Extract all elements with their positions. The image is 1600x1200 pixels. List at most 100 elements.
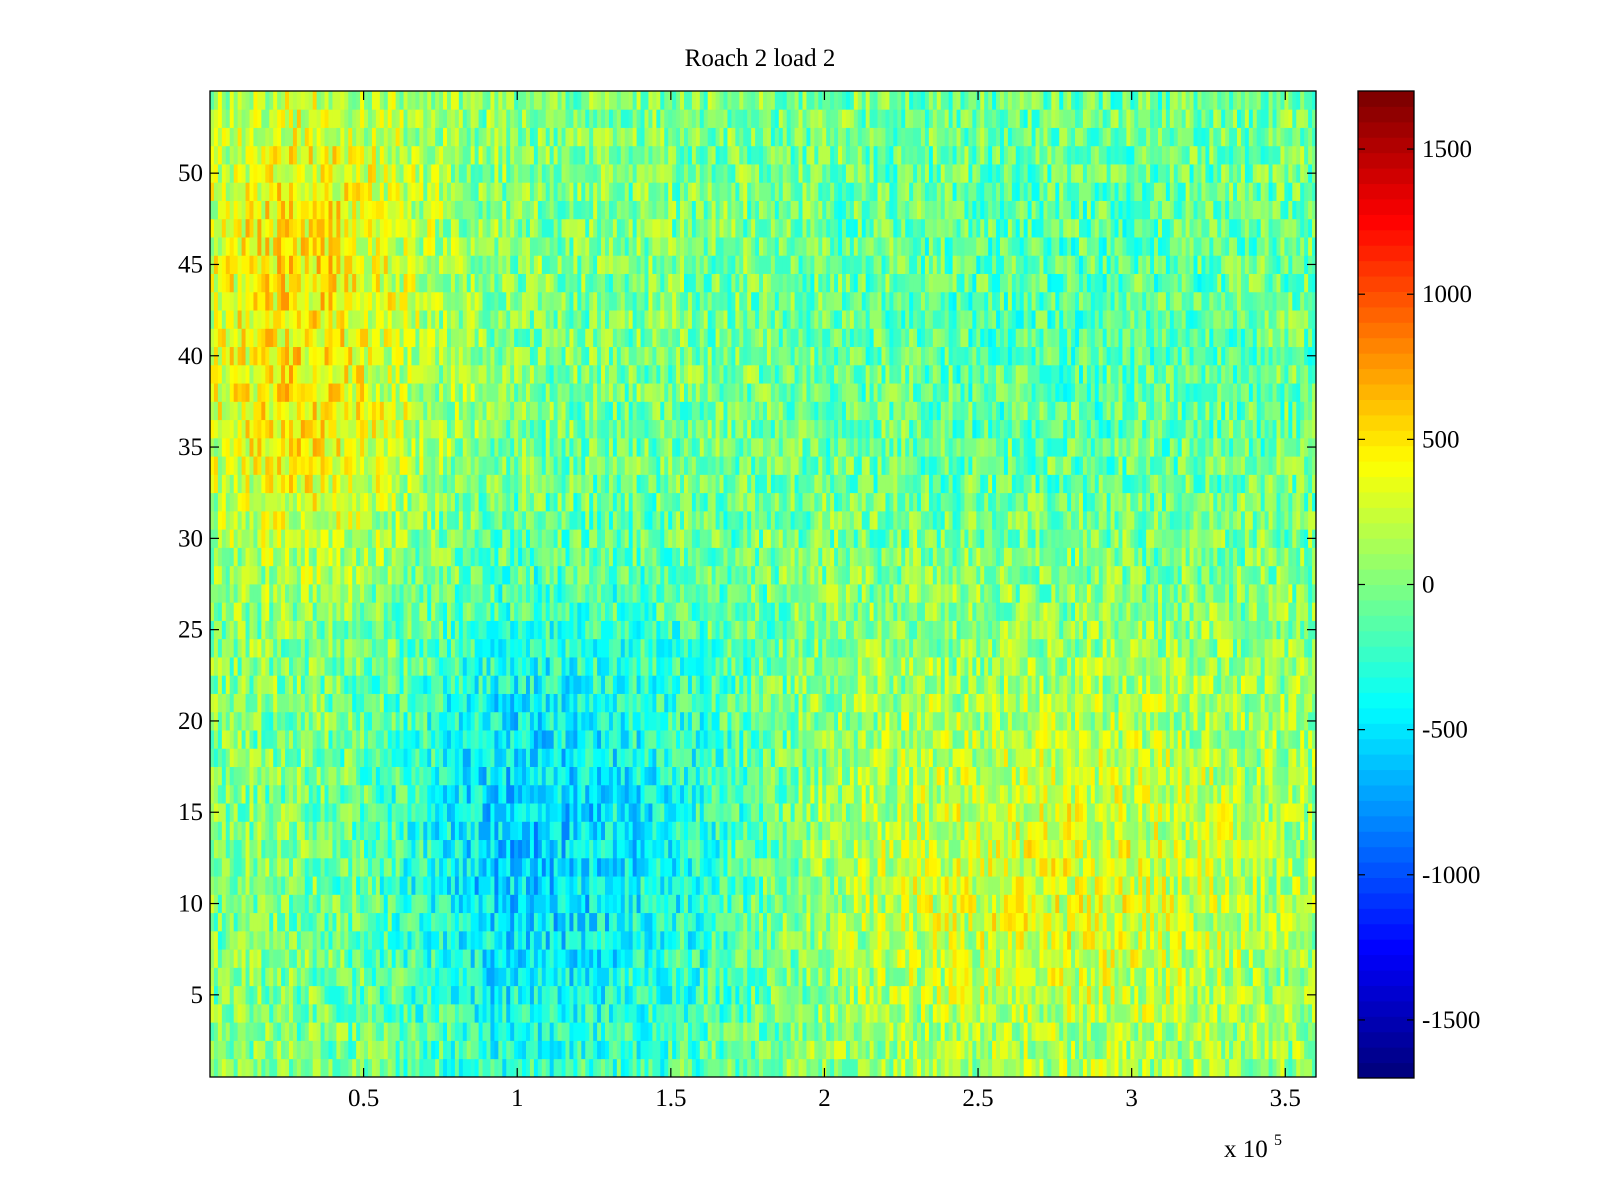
heatmap-cell [541,766,547,786]
heatmap-cell [1288,857,1293,877]
heatmap-cell [1071,1022,1076,1041]
heatmap-cell [680,766,685,786]
heatmap-cell [1304,894,1309,914]
heatmap-cell [1177,1022,1183,1041]
heatmap-cell [869,748,874,767]
heatmap-cell [616,967,622,987]
heatmap-cell [909,1058,914,1078]
heatmap-cell [877,839,882,859]
heatmap-cell [1177,1040,1183,1060]
heatmap-cell [770,894,776,914]
heatmap-cell [466,784,472,804]
heatmap-cell [332,912,337,932]
heatmap-cell [731,766,736,786]
heatmap-cell [304,784,310,804]
heatmap-cell [873,748,878,767]
heatmap-cell [648,784,653,804]
heatmap-cell [834,894,839,914]
heatmap-cell [371,748,377,767]
heatmap-cell [976,1003,981,1023]
heatmap-cell [324,784,329,804]
heatmap-cell [1284,949,1289,968]
heatmap-cell [612,985,618,1005]
heatmap-cell [1169,821,1175,841]
heatmap-cell [1197,985,1202,1005]
heatmap-cell [984,784,989,804]
heatmap-cell [1240,821,1246,841]
heatmap-cell [1284,803,1289,822]
heatmap-cell [960,748,965,767]
heatmap-cell [1161,1058,1167,1078]
heatmap-cell [928,857,934,877]
heatmap-cell [419,857,424,877]
heatmap-cell [561,876,566,895]
heatmap-cell [731,967,736,987]
heatmap-cell [553,839,558,859]
heatmap-cell [735,912,740,932]
heatmap-cell [818,1003,823,1023]
heatmap-cell [1055,784,1060,804]
heatmap-cell [462,930,468,950]
heatmap-cell [1063,803,1068,822]
heatmap-cell [506,1040,511,1060]
heatmap-cell [300,1058,306,1078]
heatmap-cell [664,1058,669,1078]
heatmap-cell [1023,1022,1029,1041]
heatmap-cell [490,876,495,895]
heatmap-cell [506,857,511,877]
heatmap-cell [1185,766,1190,786]
heatmap-cell [766,949,772,968]
heatmap-cell [707,1058,713,1078]
heatmap-cell [1126,1022,1131,1041]
heatmap-cell [988,839,993,859]
heatmap-cell [1169,930,1175,950]
heatmap-cell [1201,985,1206,1005]
heatmap-cell [944,985,950,1005]
heatmap-cell [1098,1040,1104,1060]
heatmap-cell [636,930,641,950]
heatmap-cell [1165,784,1171,804]
heatmap-cell [1142,766,1147,786]
heatmap-cell [486,876,491,895]
heatmap-cell [1015,748,1021,767]
heatmap-cell [269,930,274,950]
heatmap-cell [1055,1040,1060,1060]
heatmap-cell [842,1040,847,1060]
heatmap-cell [470,949,476,968]
heatmap-cell [672,803,677,822]
heatmap-cell [241,839,246,859]
heatmap-cell [245,894,250,914]
heatmap-cell [1134,894,1139,914]
heatmap-cell [877,766,882,786]
heatmap-cell [526,748,531,767]
heatmap-cell [549,912,555,932]
heatmap-cell [1268,857,1273,877]
heatmap-cell [861,967,867,987]
heatmap-cell [660,839,665,859]
heatmap-cell [320,894,325,914]
heatmap-cell [636,985,641,1005]
heatmap-cell [1098,876,1104,895]
heatmap-cell [652,876,657,895]
heatmap-cell [304,748,310,767]
heatmap-cell [1213,930,1218,950]
heatmap-cell [727,784,732,804]
heatmap-cell [257,930,262,950]
heatmap-cell [281,839,286,859]
heatmap-cell [1043,912,1048,932]
heatmap-cell [1003,748,1009,767]
heatmap-cell [889,967,894,987]
heatmap-cell [241,1058,246,1078]
heatmap-cell [241,1003,246,1023]
heatmap-cell [1268,894,1273,914]
heatmap-cell [1094,985,1100,1005]
heatmap-cell [328,821,333,841]
heatmap-cell [328,748,333,767]
heatmap-cell [1260,930,1266,950]
heatmap-cell [996,949,1001,968]
heatmap-cell [391,839,397,859]
heatmap-cell [296,1040,302,1060]
heatmap-cell [715,912,720,932]
heatmap-cell [482,1022,487,1041]
heatmap-cell [1296,784,1301,804]
